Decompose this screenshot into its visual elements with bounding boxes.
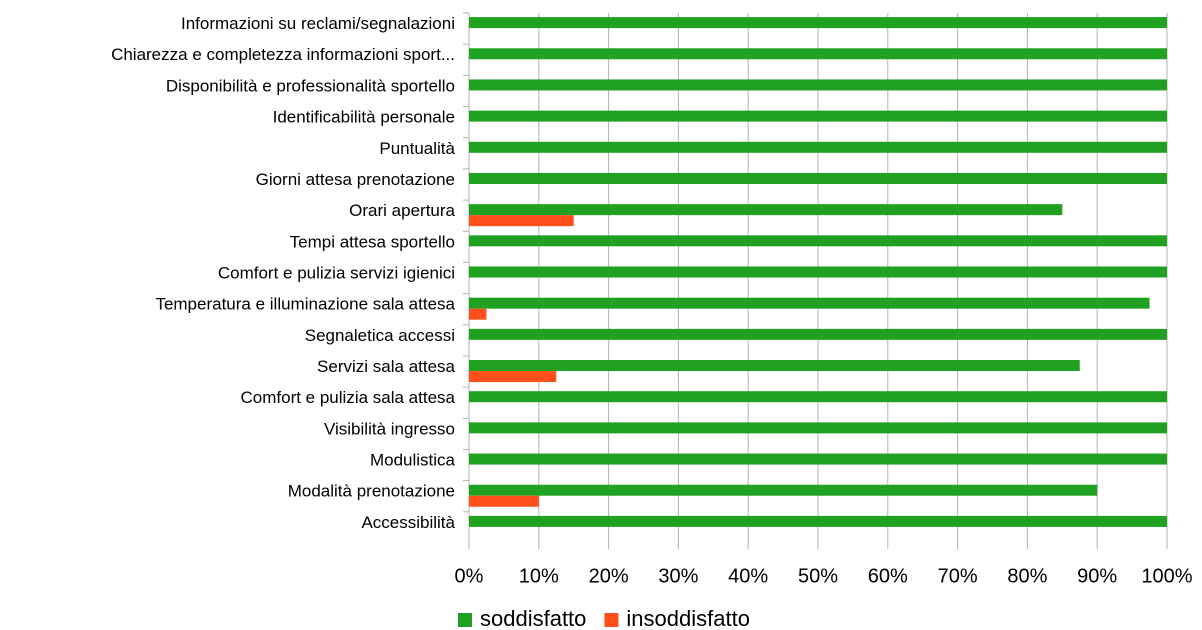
x-tick-label: 80%: [1007, 565, 1047, 587]
bar: [469, 328, 1167, 340]
y-tick-label: Modalità prenotazione: [288, 482, 455, 501]
y-tick-label: Orari apertura: [349, 201, 455, 220]
y-tick-label: Servizi sala attesa: [317, 357, 455, 376]
bar: [469, 495, 539, 507]
y-tick-label: Comfort e pulizia sala attesa: [241, 388, 456, 407]
y-tick-label: Giorni attesa prenotazione: [256, 170, 455, 189]
y-tick-label: Comfort e pulizia servizi igienici: [218, 263, 455, 282]
x-tick-label: 30%: [658, 565, 698, 587]
y-tick-label: Visibilità ingresso: [324, 419, 455, 438]
x-tick-label: 100%: [1141, 565, 1192, 587]
bar: [469, 391, 1167, 403]
bar: [469, 308, 487, 320]
bar: [469, 360, 1080, 372]
legend-label: soddisfatto: [480, 606, 586, 630]
x-tick-label: 60%: [868, 565, 908, 587]
bar: [469, 141, 1167, 153]
bar: [469, 215, 574, 227]
y-tick-label: Disponibilità e professionalità sportell…: [166, 76, 455, 95]
y-tick-label: Informazioni su reclami/segnalazioni: [181, 14, 455, 33]
bar: [469, 110, 1167, 122]
bar: [469, 453, 1167, 465]
x-tick-label: 10%: [519, 565, 559, 587]
x-tick-label: 20%: [589, 565, 629, 587]
legend-label: insoddisfatto: [626, 606, 750, 630]
y-tick-label: Tempi attesa sportello: [290, 232, 455, 251]
y-tick-label: Temperatura e illuminazione sala attesa: [155, 295, 455, 314]
bar: [469, 422, 1167, 434]
bar: [469, 515, 1167, 527]
y-tick-label: Segnaletica accessi: [305, 326, 455, 345]
x-tick-label: 40%: [728, 565, 768, 587]
x-tick-label: 90%: [1077, 565, 1117, 587]
bar: [469, 48, 1167, 60]
bar: [469, 235, 1167, 247]
y-tick-label: Chiarezza e completezza informazioni spo…: [111, 45, 455, 64]
bar: [469, 297, 1150, 309]
bar: [469, 266, 1167, 278]
y-tick-label: Accessibilità: [361, 513, 455, 532]
bar: [469, 172, 1167, 184]
bar: [469, 17, 1167, 29]
y-tick-label: Identificabilità personale: [273, 108, 455, 127]
y-tick-label: Puntualità: [379, 139, 455, 158]
x-tick-label: 50%: [798, 565, 838, 587]
x-tick-label: 0%: [455, 565, 484, 587]
bar: [469, 79, 1167, 91]
legend-swatch: [604, 613, 619, 627]
bar: [469, 204, 1063, 216]
y-tick-label: Modulistica: [370, 451, 456, 470]
bar: [469, 371, 557, 383]
bar: [469, 484, 1098, 496]
legend-swatch: [458, 613, 472, 627]
x-tick-label: 70%: [938, 565, 978, 587]
